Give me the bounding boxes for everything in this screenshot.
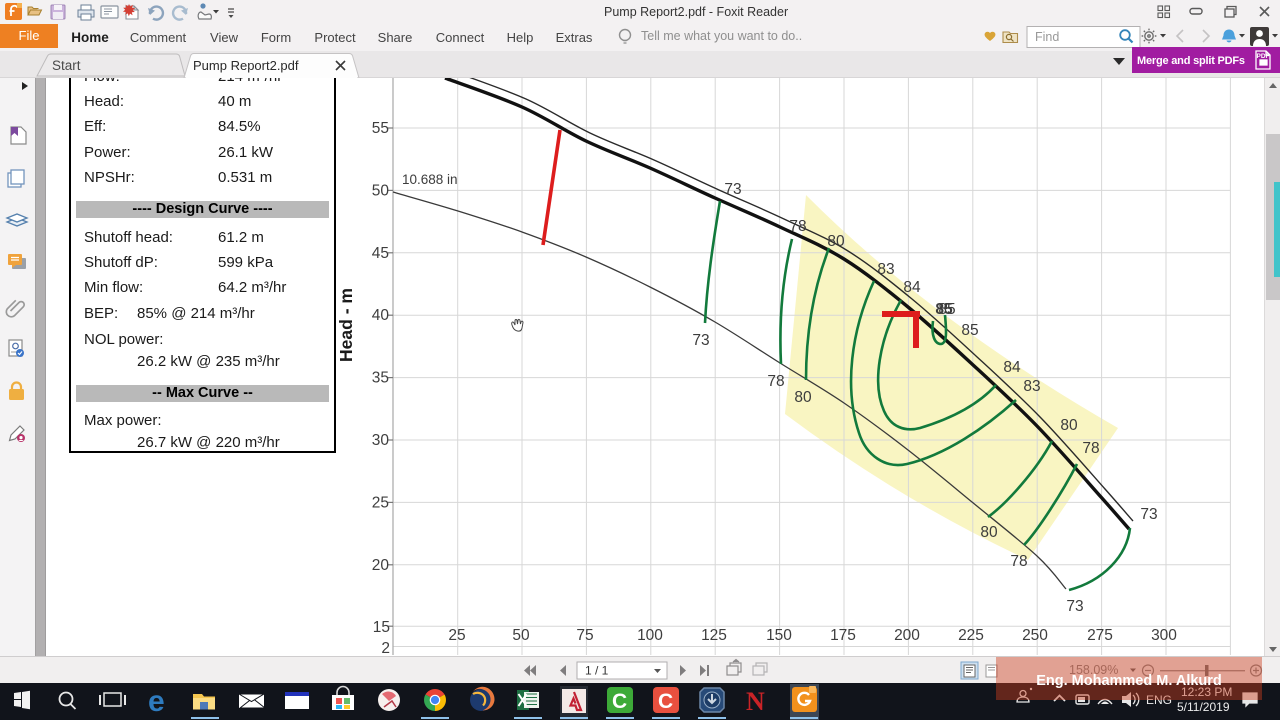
svg-text:80: 80	[794, 389, 812, 406]
svg-text:Pump Report2.pdf - Foxit Reade: Pump Report2.pdf - Foxit Reader	[604, 5, 788, 19]
svg-text:C: C	[658, 690, 673, 713]
svg-text:40: 40	[372, 307, 390, 324]
svg-text:85: 85	[935, 301, 953, 318]
svg-text:ENG: ENG	[1146, 693, 1172, 707]
svg-text:20: 20	[372, 557, 390, 574]
svg-text:84: 84	[903, 279, 921, 296]
svg-text:45: 45	[372, 245, 389, 262]
svg-text:Tell me what you want to do..: Tell me what you want to do..	[641, 29, 802, 43]
svg-text:50: 50	[372, 182, 390, 199]
svg-text:275: 275	[1087, 627, 1113, 644]
svg-text:85: 85	[938, 301, 955, 318]
svg-text:Head - m: Head - m	[336, 288, 356, 362]
svg-text:78: 78	[1082, 440, 1099, 457]
svg-text:73: 73	[724, 181, 741, 198]
svg-text:100: 100	[637, 627, 663, 644]
svg-text:78: 78	[1010, 553, 1027, 570]
svg-text:2: 2	[381, 640, 390, 657]
svg-text:175: 175	[830, 627, 856, 644]
svg-text:83: 83	[877, 261, 894, 278]
svg-text:150: 150	[766, 627, 792, 644]
svg-text:225: 225	[958, 627, 984, 644]
svg-text:N: N	[746, 687, 765, 716]
svg-text:10.688 in: 10.688 in	[402, 172, 458, 187]
svg-text:55: 55	[372, 120, 389, 137]
svg-text:158.09%: 158.09%	[1069, 663, 1118, 677]
svg-text:73: 73	[1140, 506, 1157, 523]
svg-text:78: 78	[789, 218, 806, 235]
svg-text:73: 73	[692, 332, 709, 349]
svg-text:80: 80	[980, 524, 998, 541]
svg-text:75: 75	[576, 627, 593, 644]
svg-text:PDF: PDF	[1257, 53, 1270, 60]
svg-text:1 / 1: 1 / 1	[585, 664, 609, 678]
svg-text:12:23 PM: 12:23 PM	[1181, 685, 1232, 699]
svg-text:C: C	[612, 690, 627, 713]
svg-text:e: e	[148, 685, 165, 718]
svg-text:73: 73	[1066, 598, 1083, 615]
svg-text:125: 125	[701, 627, 727, 644]
svg-text:80: 80	[1060, 417, 1078, 434]
svg-text:83: 83	[1023, 378, 1040, 395]
svg-text:200: 200	[894, 627, 920, 644]
svg-text:30: 30	[372, 432, 390, 449]
svg-text:85: 85	[961, 322, 978, 339]
svg-text:Start: Start	[52, 58, 81, 73]
svg-text:Find: Find	[1035, 30, 1059, 44]
svg-text:300: 300	[1151, 627, 1177, 644]
svg-text:84: 84	[1003, 359, 1021, 376]
svg-text:5/11/2019: 5/11/2019	[1177, 700, 1230, 714]
svg-text:Merge and split PDFs: Merge and split PDFs	[1137, 55, 1245, 67]
svg-text:35: 35	[372, 370, 389, 387]
svg-text:25: 25	[372, 494, 389, 511]
svg-text:78: 78	[767, 373, 784, 390]
svg-text:250: 250	[1022, 627, 1048, 644]
svg-text:15: 15	[373, 619, 390, 636]
svg-text:25: 25	[448, 627, 465, 644]
svg-text:50: 50	[512, 627, 530, 644]
svg-text:Pump Report2.pdf: Pump Report2.pdf	[193, 58, 299, 73]
svg-text:80: 80	[827, 233, 845, 250]
